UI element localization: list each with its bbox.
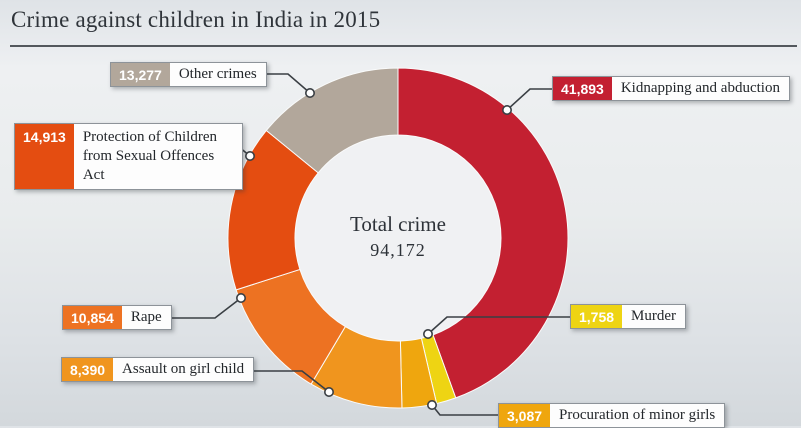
- callout-murder: 1,758 Murder: [570, 304, 687, 329]
- callout-other-crimes-value: 13,277: [111, 63, 170, 86]
- donut-segment-6: [265, 67, 399, 174]
- callout-assault-label: Assault on girl child: [113, 358, 254, 381]
- donut-hole: [294, 134, 502, 342]
- callout-rape-label: Rape: [121, 306, 171, 329]
- leader-dot-kidnapping: [501, 105, 512, 116]
- callout-kidnapping-value: 41,893: [553, 77, 612, 100]
- callout-assault: 8,390 Assault on girl child: [61, 357, 255, 382]
- leader-dot-assault: [323, 386, 334, 397]
- callout-procuration-label: Procuration of minor girls: [550, 404, 725, 427]
- callout-pocso: 14,913 Protection of Children from Sexua…: [14, 123, 243, 191]
- leader-dot-other-crimes: [304, 88, 315, 99]
- leader-dot-murder: [422, 328, 433, 339]
- callout-murder-label: Murder: [622, 305, 686, 328]
- donut-segment-0: [397, 67, 569, 399]
- leader-dot-pocso: [245, 151, 256, 162]
- callout-kidnapping-label: Kidnapping and abduction: [611, 77, 789, 100]
- donut-center-text: Total crime 94,172: [298, 212, 498, 261]
- total-crime-value: 94,172: [370, 240, 426, 260]
- callout-rape-value: 10,854: [63, 306, 122, 329]
- callout-procuration-value: 3,087: [499, 404, 551, 427]
- callout-kidnapping: 41,893 Kidnapping and abduction: [552, 76, 790, 101]
- leader-dots: [236, 88, 512, 410]
- leader-dot-rape: [236, 292, 247, 303]
- callout-murder-value: 1,758: [571, 305, 623, 328]
- donut-segments: [227, 67, 569, 409]
- page-title: Crime against children in India in 2015: [11, 7, 381, 32]
- title-underline: [10, 45, 797, 47]
- callout-pocso-label: Protection of Children from Sexual Offen…: [73, 124, 242, 190]
- leader-dot-procuration: [426, 399, 437, 410]
- callout-rape: 10,854 Rape: [62, 305, 172, 330]
- total-crime-label: Total crime: [350, 212, 446, 236]
- callout-other-crimes-label: Other crimes: [169, 63, 266, 86]
- callout-procuration: 3,087 Procuration of minor girls: [498, 403, 726, 428]
- callout-assault-value: 8,390: [62, 358, 114, 381]
- leader-murder: [427, 316, 600, 335]
- callout-pocso-value: 14,913: [15, 124, 74, 190]
- callout-other-crimes: 13,277 Other crimes: [110, 62, 267, 87]
